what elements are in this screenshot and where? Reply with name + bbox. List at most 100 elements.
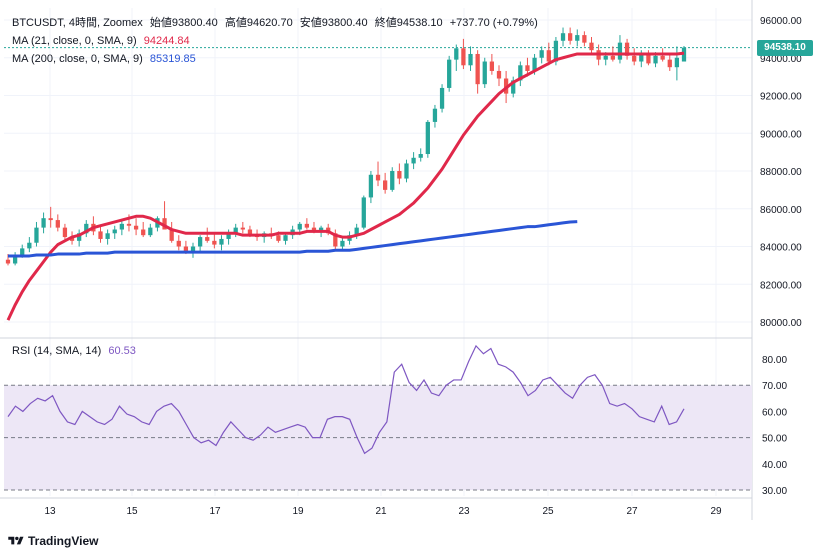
rsi-value: 60.53 <box>108 345 136 357</box>
time-tick-label: 27 <box>626 506 638 517</box>
candle-body <box>617 42 623 60</box>
candle-body <box>667 59 672 68</box>
rsi-tick-label: 80.00 <box>762 355 787 366</box>
ma200-label: MA (200, close, 0, SMA, 9) <box>12 53 143 65</box>
low-value: 93800.40 <box>321 17 368 29</box>
time-tick-label: 15 <box>126 506 138 517</box>
candle-body <box>190 246 196 253</box>
time-tick-label: 21 <box>375 506 387 517</box>
candle-body <box>375 174 381 181</box>
rsi-label: RSI (14, SMA, 14) <box>12 345 102 357</box>
tradingview-brand[interactable]: TradingView <box>8 534 98 548</box>
rsi-tick-label: 50.00 <box>762 434 787 445</box>
candle-body <box>425 121 430 155</box>
candle-body <box>439 87 445 109</box>
candle-body <box>240 227 245 230</box>
candle-body <box>84 223 89 234</box>
candle-body <box>297 223 302 230</box>
price-tick-label: 96000.00 <box>760 16 802 27</box>
close-value: 94538.10 <box>396 17 443 29</box>
ma21-line <box>6 51 685 321</box>
candle-body <box>361 197 366 228</box>
candle-body <box>383 180 388 190</box>
candle-body <box>411 157 416 164</box>
rsi-tick-label: 30.00 <box>762 486 787 497</box>
candle-body <box>176 240 181 247</box>
time-tick-label: 19 <box>292 506 304 517</box>
candle-body <box>390 171 395 190</box>
candle-body <box>489 61 495 71</box>
open-value: 93800.40 <box>171 17 218 29</box>
time-tick-label: 13 <box>44 506 56 517</box>
candle-body <box>318 227 324 232</box>
rsi-tick-label: 60.00 <box>762 407 787 418</box>
low-label: 安値 <box>299 17 322 29</box>
candle-body <box>77 233 82 241</box>
ma21-value: 94244.84 <box>143 35 190 47</box>
candle-body <box>354 227 359 236</box>
tradingview-logo-icon <box>8 536 24 545</box>
ma200-legend[interactable]: MA (200, close, 0, SMA, 9) 85319.85 <box>12 52 200 66</box>
candle-body <box>219 238 224 245</box>
candle-body <box>539 50 544 58</box>
rsi-tick-label: 40.00 <box>762 460 787 471</box>
candle-body <box>368 174 374 198</box>
candle-body <box>518 65 523 81</box>
candle-body <box>632 55 637 62</box>
candle-body <box>311 227 317 232</box>
candle-body <box>119 223 124 230</box>
price-tick-label: 86000.00 <box>760 205 802 216</box>
candle-body <box>5 259 11 264</box>
high-value: 94620.70 <box>246 17 293 29</box>
candle-body <box>162 218 167 230</box>
candle-body <box>496 70 502 79</box>
rsi-legend[interactable]: RSI (14, SMA, 14) 60.53 <box>12 344 140 358</box>
time-tick-label: 29 <box>710 506 722 517</box>
candle-body <box>205 237 210 241</box>
candle-body <box>212 240 217 245</box>
candle-body <box>333 233 338 247</box>
time-tick-label: 25 <box>542 506 554 517</box>
candle-body <box>283 235 288 241</box>
candle-body <box>133 225 139 230</box>
candle-body <box>553 40 559 62</box>
candle-body <box>397 171 402 179</box>
candle-body <box>112 229 117 234</box>
candle-body <box>660 55 665 60</box>
candle-body <box>340 240 345 247</box>
candle-body <box>475 53 480 85</box>
candle-body <box>511 80 516 94</box>
close-label: 終値 <box>374 17 397 29</box>
candle-body <box>525 65 530 71</box>
candle-body <box>69 237 75 241</box>
candle-body <box>148 227 153 236</box>
candle-body <box>639 53 644 62</box>
candle-body <box>55 220 60 228</box>
candle-body <box>20 248 25 256</box>
candle-body <box>197 237 203 247</box>
candle-body <box>454 48 459 60</box>
price-tick-label: 82000.00 <box>760 280 802 291</box>
candle-body <box>432 108 438 122</box>
candle-body <box>126 223 132 226</box>
candle-body <box>41 218 46 228</box>
candle-body <box>603 55 608 60</box>
time-tick-label: 23 <box>458 506 470 517</box>
price-tick-label: 94000.00 <box>760 54 802 65</box>
price-tick-label: 90000.00 <box>760 129 802 140</box>
open-label: 始値 <box>149 17 172 29</box>
brand-name: TradingView <box>28 534 99 548</box>
candle-body <box>447 59 452 88</box>
candle-body <box>98 231 103 239</box>
candle-body <box>482 61 487 85</box>
candle-body <box>653 55 658 64</box>
last-price-tag: 94538.10 <box>757 39 813 56</box>
ma21-legend[interactable]: MA (21, close, 0, SMA, 9) 94244.84 <box>12 34 194 48</box>
candle-body <box>304 223 309 228</box>
ohlc-legend: BTCUSDT, 4時間, Zoomex 始値93800.40 高値94620.… <box>12 16 542 30</box>
candle-body <box>568 33 573 41</box>
candle-body <box>141 229 146 236</box>
candle-body <box>233 227 238 234</box>
